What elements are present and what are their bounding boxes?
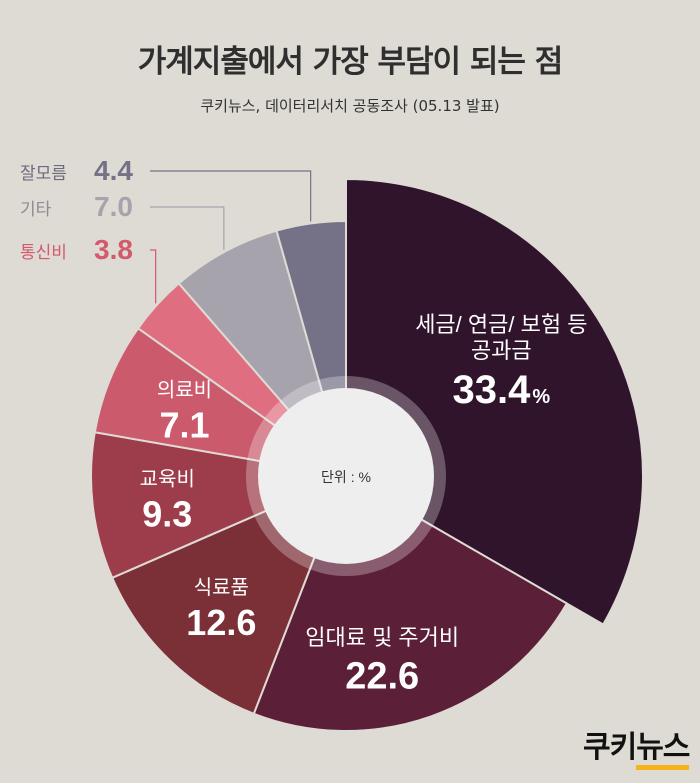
slice-label-공과금: 공과금 xyxy=(471,338,532,363)
center-circle xyxy=(258,388,434,564)
slice-label-세금-연금-보험-등: 세금/ 연금/ 보험 등 xyxy=(415,312,587,337)
slice-label-의료비: 의료비 xyxy=(157,379,212,402)
brand-logo: 쿠키뉴스 xyxy=(583,722,690,770)
callout-label-통신비: 통신비 xyxy=(20,243,67,262)
callouts-group: 통신비 3.8 기타 7.0 잘모름 4.4 xyxy=(20,155,312,304)
slice-value-의료비: 7.1 xyxy=(159,405,209,446)
slice-label-교육비: 교육비 xyxy=(140,467,195,490)
page-subtitle: 쿠키뉴스, 데이터리서치 공동조사 (05.13 발표) xyxy=(200,97,500,115)
slice-label-임대료-및-주거비: 임대료 및 주거비 xyxy=(305,625,459,650)
slice-value-식료품: 12.6 xyxy=(186,602,256,643)
callout-label-기타: 기타 xyxy=(20,200,52,219)
slice-label-식료품: 식료품 xyxy=(194,576,249,599)
slices-group xyxy=(90,177,645,732)
callout-label-잘모름: 잘모름 xyxy=(20,164,67,183)
slice-value-교육비: 9.3 xyxy=(142,493,192,534)
unit-label: 단위 : % xyxy=(321,469,371,485)
callout-value-기타: 7.0 xyxy=(94,191,133,222)
callout-leader-통신비 xyxy=(150,249,157,304)
callout-value-통신비: 3.8 xyxy=(94,234,133,265)
callout-leader-잘모름 xyxy=(150,170,312,222)
page-title: 가계지출에서 가장 부담이 되는 점 xyxy=(137,44,563,80)
callout-value-잘모름: 4.4 xyxy=(94,155,133,186)
slice-value-임대료-및-주거비: 22.6 xyxy=(345,656,419,698)
callout-leader-기타 xyxy=(150,206,225,250)
